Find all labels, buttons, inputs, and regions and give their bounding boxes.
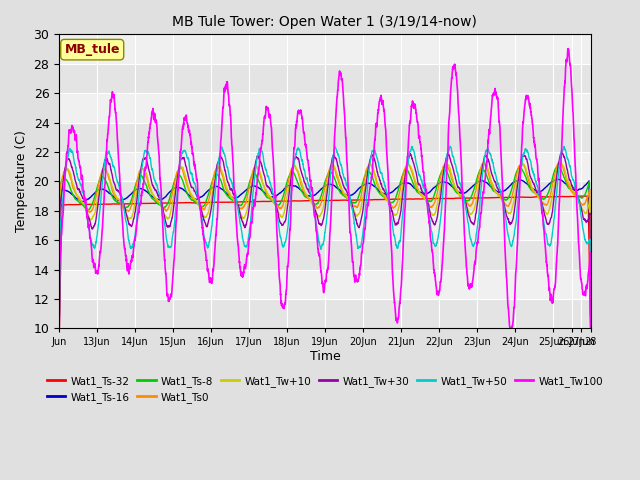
Wat1_Ts-32 bbox=[55, 337, 63, 343]
Wat1_Tw+30 bbox=[519, 153, 527, 158]
Title: MB Tule Tower: Open Water 1 (3/19/14-now): MB Tule Tower: Open Water 1 (3/19/14-now… bbox=[172, 15, 477, 29]
Wat1_Ts-8 bbox=[516, 163, 524, 169]
Wat1_Ts-32 bbox=[519, 194, 527, 200]
Wat1_Tw+30 bbox=[55, 339, 63, 345]
Wat1_Tw+10 bbox=[147, 188, 155, 193]
Wat1_Tw100 bbox=[587, 338, 595, 344]
Wat1_Ts0 bbox=[259, 180, 267, 186]
Wat1_Tw+30 bbox=[259, 168, 267, 174]
Line: Wat1_Ts-16: Wat1_Ts-16 bbox=[59, 179, 591, 333]
Wat1_Ts0 bbox=[116, 198, 124, 204]
Wat1_Ts-16 bbox=[577, 186, 584, 192]
Bar bbox=[59, 240, 591, 270]
Wat1_Ts-32 bbox=[259, 199, 267, 204]
Wat1_Ts-32 bbox=[116, 201, 124, 207]
Wat1_Tw100 bbox=[259, 132, 267, 137]
Wat1_Tw+30 bbox=[587, 313, 595, 319]
Wat1_Ts0 bbox=[55, 329, 63, 335]
Line: Wat1_Tw+10: Wat1_Tw+10 bbox=[59, 162, 591, 338]
Line: Wat1_Tw+50: Wat1_Tw+50 bbox=[59, 146, 591, 352]
Wat1_Tw+30 bbox=[577, 203, 584, 209]
Wat1_Ts-16 bbox=[282, 184, 290, 190]
Wat1_Ts-16 bbox=[116, 198, 124, 204]
Bar bbox=[59, 122, 591, 152]
Wat1_Tw+10 bbox=[557, 159, 564, 165]
Wat1_Ts-16 bbox=[147, 193, 155, 199]
Wat1_Tw+10 bbox=[55, 335, 63, 341]
Wat1_Ts0 bbox=[587, 305, 595, 311]
Wat1_Tw100 bbox=[564, 46, 572, 51]
Wat1_Ts0 bbox=[147, 189, 155, 195]
Y-axis label: Temperature (C): Temperature (C) bbox=[15, 131, 28, 232]
Bar bbox=[59, 181, 591, 211]
Wat1_Tw+10 bbox=[587, 311, 595, 316]
Wat1_Tw100 bbox=[577, 271, 584, 277]
Wat1_Tw+30 bbox=[116, 190, 124, 196]
Wat1_Tw+30 bbox=[147, 178, 155, 184]
Line: Wat1_Ts-8: Wat1_Ts-8 bbox=[59, 166, 591, 321]
Wat1_Tw+50 bbox=[446, 143, 454, 149]
Bar bbox=[59, 270, 591, 299]
Wat1_Ts-32 bbox=[579, 193, 586, 199]
Bar bbox=[59, 93, 591, 122]
Wat1_Ts-32 bbox=[147, 201, 155, 206]
Bar bbox=[59, 152, 591, 181]
Line: Wat1_Tw100: Wat1_Tw100 bbox=[59, 48, 591, 348]
Wat1_Ts-32 bbox=[576, 193, 584, 199]
Wat1_Ts0 bbox=[519, 162, 527, 168]
Wat1_Ts-8 bbox=[259, 189, 267, 194]
Wat1_Tw+50 bbox=[519, 152, 527, 157]
Wat1_Tw100 bbox=[55, 345, 63, 350]
Wat1_Ts-32 bbox=[587, 324, 595, 329]
Wat1_Tw+10 bbox=[519, 161, 527, 167]
Wat1_Tw+50 bbox=[282, 237, 290, 242]
Wat1_Tw+50 bbox=[259, 152, 267, 157]
Wat1_Tw+10 bbox=[282, 200, 290, 206]
Text: MB_tule: MB_tule bbox=[65, 43, 120, 56]
Wat1_Tw100 bbox=[147, 115, 155, 121]
Wat1_Tw100 bbox=[519, 120, 527, 126]
Wat1_Tw+50 bbox=[577, 207, 584, 213]
Wat1_Tw+50 bbox=[116, 187, 124, 193]
Bar bbox=[59, 64, 591, 93]
X-axis label: Time: Time bbox=[310, 350, 340, 363]
Bar bbox=[59, 35, 591, 64]
Wat1_Ts-8 bbox=[577, 194, 584, 200]
Wat1_Tw+10 bbox=[577, 202, 584, 207]
Wat1_Ts-16 bbox=[587, 310, 595, 316]
Wat1_Tw100 bbox=[282, 291, 290, 297]
Wat1_Tw+30 bbox=[282, 216, 290, 221]
Wat1_Ts0 bbox=[481, 159, 488, 165]
Line: Wat1_Tw+30: Wat1_Tw+30 bbox=[59, 153, 591, 342]
Wat1_Ts-8 bbox=[519, 168, 527, 174]
Wat1_Ts-8 bbox=[282, 183, 290, 189]
Line: Wat1_Ts0: Wat1_Ts0 bbox=[59, 162, 591, 332]
Wat1_Ts-8 bbox=[116, 200, 124, 206]
Wat1_Ts-8 bbox=[55, 318, 63, 324]
Wat1_Ts-16 bbox=[259, 189, 267, 194]
Wat1_Tw+10 bbox=[259, 180, 267, 186]
Wat1_Tw+50 bbox=[147, 164, 155, 169]
Wat1_Ts-16 bbox=[55, 330, 63, 336]
Wat1_Tw100 bbox=[116, 177, 124, 182]
Legend: Wat1_Ts-32, Wat1_Ts-16, Wat1_Ts-8, Wat1_Ts0, Wat1_Tw+10, Wat1_Tw+30, Wat1_Tw+50,: Wat1_Ts-32, Wat1_Ts-16, Wat1_Ts-8, Wat1_… bbox=[42, 372, 607, 407]
Wat1_Tw+30 bbox=[558, 150, 566, 156]
Wat1_Ts0 bbox=[577, 199, 584, 205]
Bar bbox=[59, 299, 591, 328]
Wat1_Ts-32 bbox=[282, 198, 290, 204]
Wat1_Ts-8 bbox=[587, 314, 595, 320]
Wat1_Tw+50 bbox=[55, 349, 63, 355]
Wat1_Tw+50 bbox=[587, 323, 595, 329]
Bar bbox=[59, 211, 591, 240]
Wat1_Tw+10 bbox=[116, 198, 124, 204]
Wat1_Ts-16 bbox=[519, 178, 527, 184]
Wat1_Ts-8 bbox=[147, 195, 155, 201]
Wat1_Ts-16 bbox=[553, 176, 561, 182]
Line: Wat1_Ts-32: Wat1_Ts-32 bbox=[59, 196, 591, 340]
Wat1_Ts0 bbox=[282, 190, 290, 195]
